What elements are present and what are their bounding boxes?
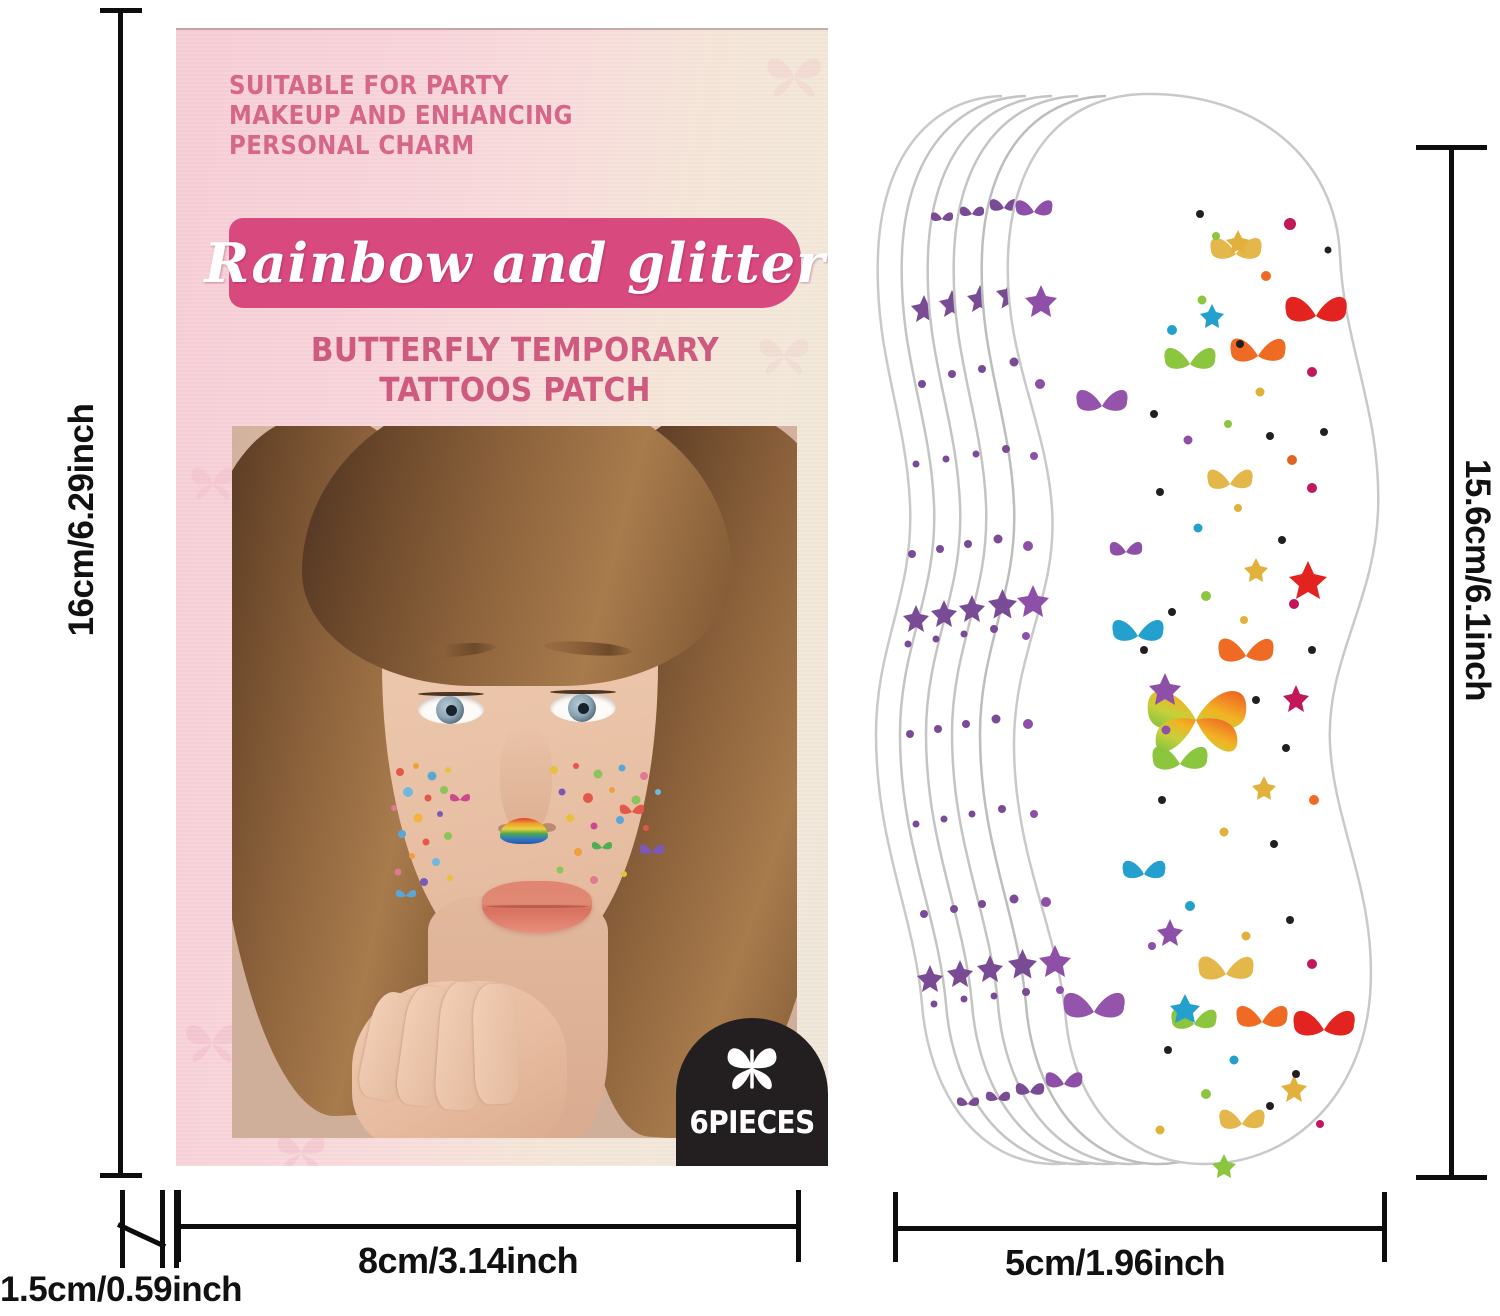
- pupil: [446, 705, 457, 716]
- box-subtitle: BUTTERFLY TEMPORARY TATTOOS PATCH: [229, 330, 801, 410]
- subtitle-line-2: TATTOOS PATCH: [379, 370, 651, 409]
- subtitle-line-1: BUTTERFLY TEMPORARY: [310, 330, 720, 369]
- brand-banner: Rainbow and glitter: [204, 218, 825, 308]
- model-eyelash-left: [418, 692, 484, 696]
- model-nose: [500, 726, 552, 836]
- patch-height-cap-bottom: [1416, 1175, 1487, 1180]
- model-hair-top: [302, 426, 732, 686]
- box-height-measure-line: [118, 8, 123, 1178]
- model-eye-left: [418, 694, 484, 724]
- patch-height-measure-line: [1449, 145, 1454, 1180]
- face-tattoo-cluster-left: [391, 763, 471, 898]
- patch-width-label: 5cm/1.96inch: [1005, 1242, 1226, 1283]
- nose-rainbow-tattoo: [500, 818, 548, 844]
- tagline-line-3: PERSONAL CHARM: [229, 131, 475, 161]
- box-width-measure-line: [176, 1224, 801, 1229]
- patch-height-cap-top: [1416, 145, 1487, 150]
- iris: [436, 696, 464, 724]
- patch-height-label: 15.6cm/6.1inch: [1458, 458, 1497, 702]
- model-finger: [471, 983, 521, 1105]
- box-height-cap-bottom: [100, 1173, 142, 1178]
- patch-width-tick-right: [1382, 1192, 1387, 1262]
- product-box: SUITABLE FOR PARTY MAKEUP AND ENHANCING …: [176, 28, 828, 1166]
- pieces-badge: 6PIECES: [676, 1018, 828, 1166]
- box-width-label: 8cm/3.14inch: [358, 1240, 579, 1281]
- iris: [568, 694, 596, 722]
- tagline-line-2: MAKEUP AND ENHANCING: [229, 101, 573, 131]
- face-tattoo-cluster-right: [550, 763, 665, 884]
- tattoo-patch-front: [994, 84, 1404, 1178]
- box-thickness-label: 1.5cm/0.59inch: [0, 1270, 243, 1309]
- model-eyelash-right: [550, 690, 616, 694]
- box-tagline: SUITABLE FOR PARTY MAKEUP AND ENHANCING …: [229, 71, 573, 161]
- tagline-line-1: SUITABLE FOR PARTY: [229, 71, 509, 101]
- model-lip-line: [486, 905, 588, 908]
- model-photo: [232, 426, 797, 1138]
- box-width-tick-right: [796, 1190, 801, 1262]
- patch-width-measure-line: [893, 1226, 1387, 1231]
- butterfly-icon: [727, 1048, 777, 1090]
- model-nostril-right: [540, 823, 556, 832]
- model-eye-right: [550, 692, 616, 722]
- watermark-butterfly-icon: [767, 58, 821, 97]
- pupil: [578, 703, 589, 714]
- brand-title: Rainbow and glitter: [204, 231, 826, 295]
- pieces-label: 6PIECES: [689, 1105, 815, 1141]
- tattoo-patch-stack: [862, 84, 1407, 1179]
- box-height-cap-top: [100, 8, 142, 13]
- thickness-tick-right-a: [160, 1190, 165, 1268]
- box-height-label: 16cm/6.29inch: [62, 403, 101, 637]
